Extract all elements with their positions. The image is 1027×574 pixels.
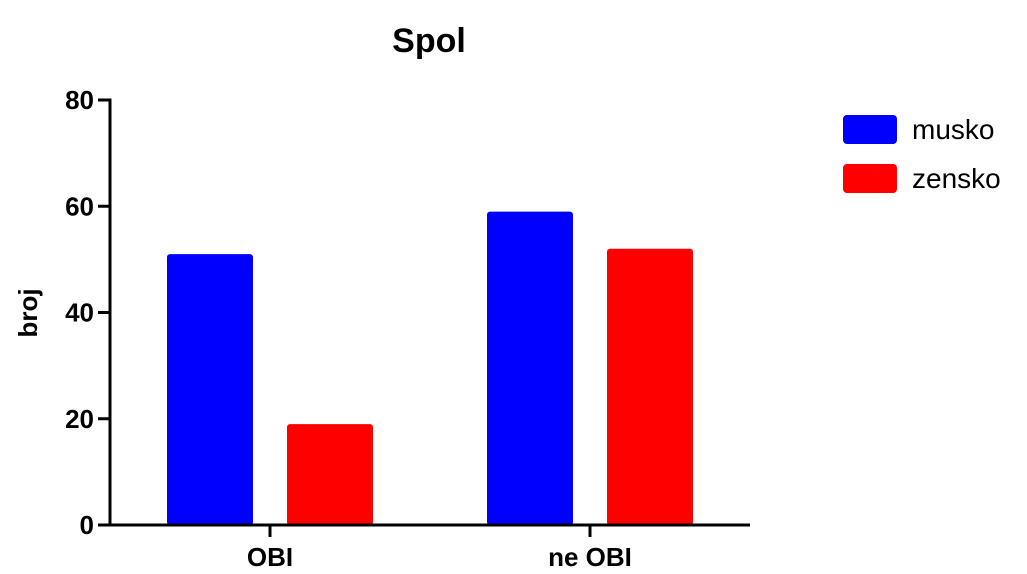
bar-group: [167, 211, 693, 525]
legend-swatch-musko: [843, 115, 897, 144]
y-tick-label: 20: [65, 404, 94, 434]
y-axis-label: broj: [13, 288, 43, 337]
chart-title: Spol: [392, 22, 466, 60]
x-tick-label: ne OBI: [548, 542, 632, 572]
legend-label-musko: musko: [912, 114, 994, 145]
bar-zensko-ne-obi: [607, 248, 693, 525]
x-tick-label: OBI: [247, 542, 293, 572]
y-tick-label: 0: [80, 510, 94, 540]
bar-musko-obi: [167, 254, 253, 525]
legend: musko zensko: [843, 114, 1001, 194]
y-tick-label: 60: [65, 191, 94, 221]
legend-swatch-zensko: [843, 164, 897, 193]
bar-musko-ne-obi: [487, 211, 573, 525]
y-tick-label: 40: [65, 298, 94, 328]
legend-label-zensko: zensko: [912, 163, 1001, 194]
bar-zensko-obi: [287, 424, 373, 525]
y-tick-label: 80: [65, 85, 94, 115]
y-axis-ticks: 0 20 40 60 80: [65, 85, 110, 540]
x-axis-ticks: OBI ne OBI: [247, 525, 632, 572]
